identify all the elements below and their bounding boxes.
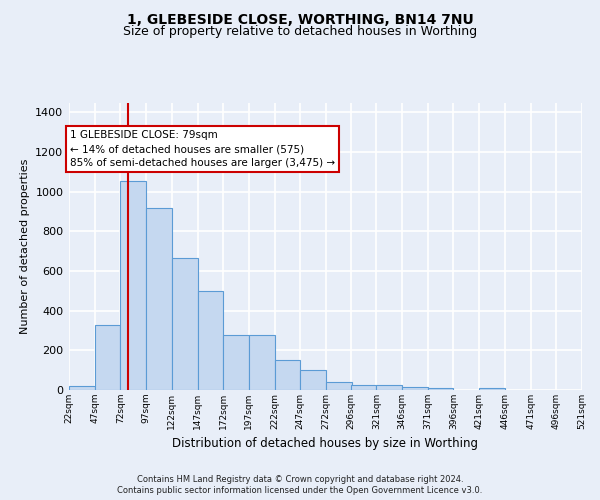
Text: 1, GLEBESIDE CLOSE, WORTHING, BN14 7NU: 1, GLEBESIDE CLOSE, WORTHING, BN14 7NU — [127, 12, 473, 26]
Bar — [479, 388, 505, 390]
Bar — [326, 382, 352, 390]
Bar — [121, 181, 146, 390]
Bar — [249, 335, 275, 390]
Bar — [146, 208, 172, 390]
Bar — [402, 386, 428, 390]
Y-axis label: Number of detached properties: Number of detached properties — [20, 158, 30, 334]
X-axis label: Distribution of detached houses by size in Worthing: Distribution of detached houses by size … — [173, 438, 479, 450]
Bar — [275, 360, 301, 390]
Bar — [376, 385, 402, 390]
Bar — [69, 386, 95, 390]
Bar — [95, 324, 121, 390]
Text: Contains HM Land Registry data © Crown copyright and database right 2024.: Contains HM Land Registry data © Crown c… — [137, 475, 463, 484]
Bar — [301, 370, 326, 390]
Text: Size of property relative to detached houses in Worthing: Size of property relative to detached ho… — [123, 25, 477, 38]
Text: 1 GLEBESIDE CLOSE: 79sqm
← 14% of detached houses are smaller (575)
85% of semi-: 1 GLEBESIDE CLOSE: 79sqm ← 14% of detach… — [70, 130, 335, 168]
Bar — [428, 388, 454, 390]
Bar — [223, 335, 249, 390]
Text: Contains public sector information licensed under the Open Government Licence v3: Contains public sector information licen… — [118, 486, 482, 495]
Bar — [172, 258, 197, 390]
Bar — [197, 292, 223, 390]
Bar — [350, 385, 376, 390]
